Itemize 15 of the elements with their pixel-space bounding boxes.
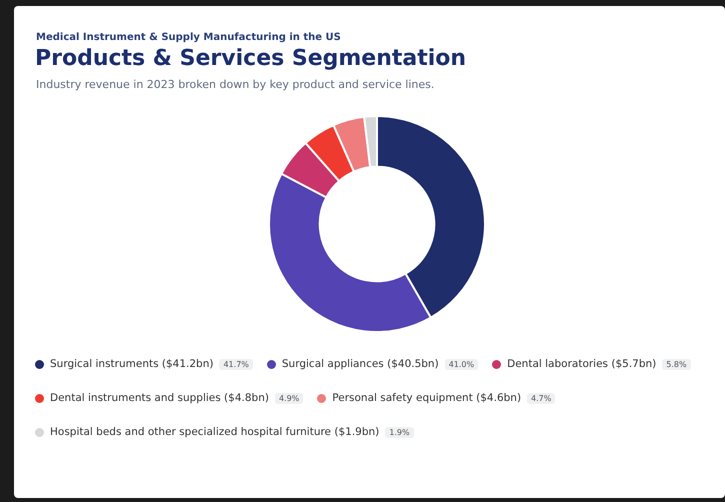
data-label: 41.7%: [219, 358, 253, 370]
legend-label: Hospital beds and other specialized hospital furniture ($1.9bn): [50, 426, 380, 438]
data-label: 4.7%: [527, 392, 556, 404]
legend-label: Personal safety equipment ($4.6bn): [332, 392, 522, 404]
chart-title: Products & Services Segmentation: [35, 46, 466, 71]
data-label: 4.9%: [274, 392, 304, 404]
data-label: 5.8%: [662, 358, 691, 370]
legend-label: Surgical appliances ($40.5bn): [282, 358, 439, 370]
data-label: 41.0%: [444, 358, 478, 370]
legend-label: Surgical instruments ($41.2bn): [50, 358, 214, 370]
chart-subtitle: Medical Instrument & Supply Manufacturing in the US: [36, 32, 341, 43]
legend-label: Dental laboratories ($5.7bn): [507, 358, 656, 370]
legend-label: Dental instruments and supplies ($4.8bn): [50, 392, 269, 404]
data-label: 1.9%: [385, 426, 414, 438]
text: Industry revenue in 2023 broken down by key product and service lines.: [36, 78, 434, 91]
